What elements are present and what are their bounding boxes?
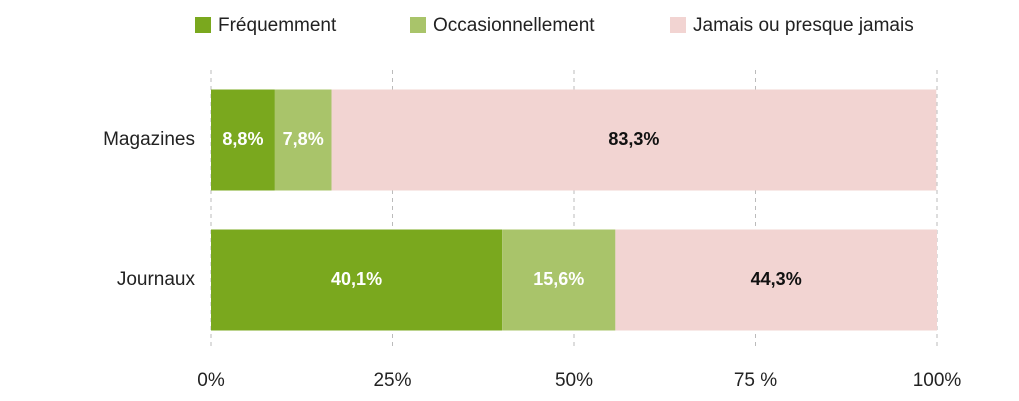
value-label: 83,3% <box>608 129 659 149</box>
x-tick-label: 75 % <box>734 370 777 391</box>
bar-segment <box>331 89 937 191</box>
bar-segment <box>502 229 616 331</box>
x-tick-label: 100% <box>913 370 962 391</box>
legend-swatch <box>410 17 426 33</box>
legend-swatch <box>195 17 211 33</box>
bar-segment <box>274 89 332 191</box>
legend-label: Fréquemment <box>218 15 337 36</box>
value-label: 40,1% <box>331 269 382 289</box>
legend-swatch <box>670 17 686 33</box>
x-tick-label: 0% <box>197 370 225 391</box>
value-label: 8,8% <box>222 129 263 149</box>
x-tick-label: 50% <box>555 370 593 391</box>
legend-label: Jamais ou presque jamais <box>693 15 914 36</box>
bar-segment <box>211 229 503 331</box>
bar-segment <box>615 229 937 331</box>
value-label: 44,3% <box>751 269 802 289</box>
legend-label: Occasionnellement <box>433 15 595 36</box>
value-label: 7,8% <box>283 129 324 149</box>
x-tick-label: 25% <box>373 370 411 391</box>
bar-segment <box>211 89 275 191</box>
y-tick-label: Journaux <box>117 269 196 290</box>
y-tick-label: Magazines <box>103 129 195 150</box>
value-label: 15,6% <box>533 269 584 289</box>
